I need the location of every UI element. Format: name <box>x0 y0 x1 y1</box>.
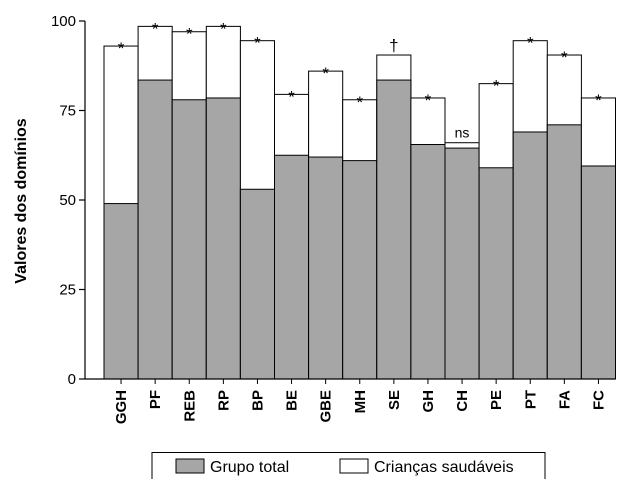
significance-marker-ch: ns <box>455 125 470 141</box>
x-tick-label-se: SE <box>386 390 403 410</box>
y-tick-label: 50 <box>59 192 76 209</box>
significance-markers: * * * * * * * * † * ns * * * * <box>118 19 602 140</box>
bar-grupo-total-bp <box>239 188 275 380</box>
significance-marker-be: * <box>288 87 295 106</box>
bar-grupo-total-rp <box>205 97 241 380</box>
x-tick-label-pe: PE <box>488 390 505 410</box>
significance-marker-se: † <box>389 36 398 55</box>
x-tick-label-rp: RP <box>215 390 232 411</box>
bar-grupo-total-pt <box>512 131 548 380</box>
bars <box>103 25 617 380</box>
significance-marker-rp: * <box>220 19 227 38</box>
significance-marker-bp: * <box>254 34 261 53</box>
x-tick-label-ggh: GGH <box>113 390 130 424</box>
y-tick-label: 75 <box>59 103 76 120</box>
x-tick-label-ch: CH <box>454 390 471 412</box>
significance-marker-pf: * <box>152 19 159 38</box>
y-axis: 0 25 50 75 100 <box>51 13 86 388</box>
legend-swatch-grupo-total <box>175 458 205 474</box>
x-tick-label-fc: FC <box>590 390 607 410</box>
significance-marker-ggh: * <box>118 39 125 58</box>
legend-label-criancas-saudaveis: Crianças saudáveis <box>374 459 514 476</box>
y-axis-label: Valores dos domínios <box>13 118 30 283</box>
bar-grupo-total-reb <box>171 99 207 380</box>
x-tick-label-reb: REB <box>181 390 198 422</box>
x-tick-label-gh: GH <box>420 390 437 413</box>
bar-grupo-total-fc <box>580 165 617 380</box>
x-tick-label-gbe: GBE <box>318 390 335 423</box>
significance-marker-gbe: * <box>322 64 329 83</box>
x-tick-label-pt: PT <box>522 390 539 409</box>
legend-label-grupo-total: Grupo total <box>210 459 289 476</box>
bar-grupo-total-gh <box>410 144 446 380</box>
bar-grupo-total-fa <box>546 124 582 380</box>
significance-marker-reb: * <box>186 25 193 44</box>
significance-marker-fc: * <box>595 91 602 110</box>
y-tick-label: 100 <box>51 13 76 30</box>
y-tick-label: 25 <box>59 282 76 299</box>
bar-grupo-total-ggh <box>103 203 139 380</box>
bar-grupo-total-mh <box>342 160 378 380</box>
bar-grupo-total-be <box>274 154 310 380</box>
significance-marker-pt: * <box>527 34 534 53</box>
x-tick-label-bp: BP <box>249 390 266 411</box>
significance-marker-fa: * <box>561 48 568 67</box>
bar-grupo-total-se <box>376 79 412 380</box>
x-axis: GGH PF REB RP BP BE GBE MH SE GH CH PE PT FA FC <box>113 379 607 424</box>
significance-marker-mh: * <box>356 93 363 112</box>
bar-grupo-total-pf <box>137 79 173 380</box>
legend-swatch-criancas-saudaveis <box>339 458 369 474</box>
significance-marker-gh: * <box>425 91 432 110</box>
bar-grupo-total-ch <box>444 147 480 380</box>
x-tick-label-be: BE <box>284 390 301 411</box>
x-tick-label-fa: FA <box>556 390 573 409</box>
legend: Grupo total Crianças saudáveis <box>151 452 546 479</box>
significance-marker-pe: * <box>493 77 500 96</box>
bar-grupo-total-gbe <box>308 156 344 380</box>
y-tick-label: 0 <box>68 371 76 388</box>
bar-grupo-total-pe <box>478 167 514 380</box>
x-tick-label-pf: PF <box>147 390 164 409</box>
x-tick-label-mh: MH <box>352 390 369 413</box>
